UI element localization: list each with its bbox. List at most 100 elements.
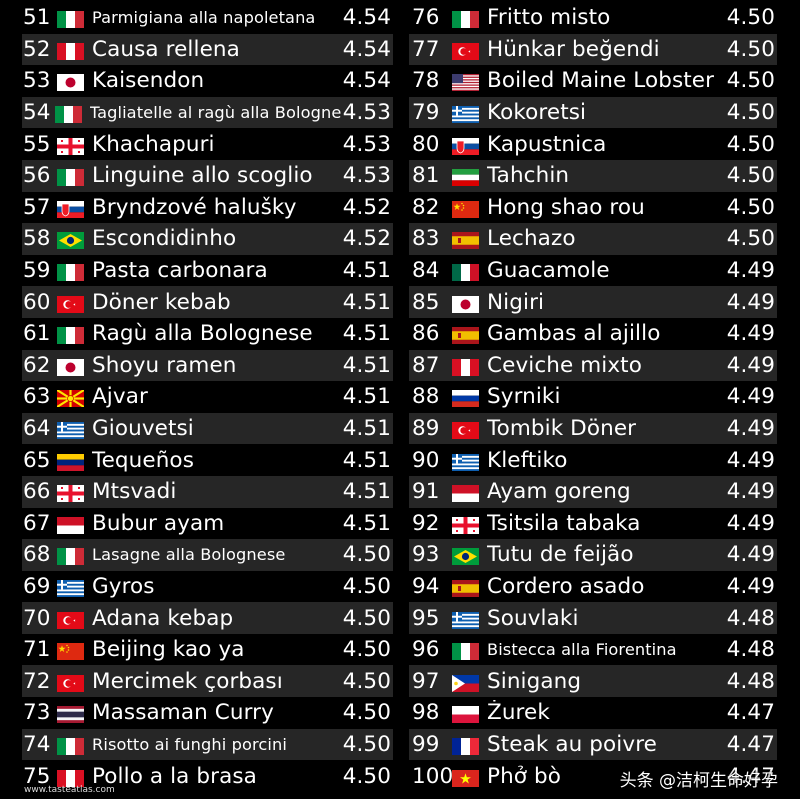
dish-name: Sinigang [487,668,582,694]
italy-flag-icon [57,262,84,282]
italy-flag-icon [57,546,84,566]
rank-number: 53 [23,68,51,94]
dish-score: 4.49 [726,447,775,473]
dish-score: 4.50 [726,100,775,126]
dish-name: Bryndzové halušky [92,194,297,220]
dish-score: 4.50 [342,763,391,789]
rank-number: 57 [23,194,51,220]
dish-name: Boiled Maine Lobster [487,68,715,94]
italy-flag-icon [452,641,479,661]
dish-name: Hünkar beğendi [487,36,660,62]
rank-number: 73 [23,700,51,726]
ranking-row: 72 Mercimek çorbası 4.50 [22,665,393,698]
rank-number: 70 [23,605,51,631]
dish-score: 4.53 [342,100,391,126]
ranking-row: 59 Pasta carbonara 4.51 [22,255,393,287]
dish-name: Żurek [487,700,550,726]
rank-number: 77 [412,36,440,62]
dish-name: Escondidinho [92,226,237,252]
dish-score: 4.48 [726,605,775,631]
rank-number: 68 [23,542,51,568]
ranking-row: 73 Massaman Curry 4.50 [22,697,393,729]
georgia-flag-icon [57,483,84,503]
dish-name: Mercimek çorbası [92,668,283,694]
dish-score: 4.50 [726,226,775,252]
dish-score: 4.50 [342,700,391,726]
rank-number: 72 [23,668,51,694]
rank-number: 62 [23,352,51,378]
ranking-row: 100 Phở bò 4.47 [409,760,777,792]
rank-number: 85 [412,289,440,315]
rank-number: 65 [23,447,51,473]
rank-number: 92 [412,510,440,536]
dish-score: 4.49 [726,258,775,284]
rank-number: 90 [412,447,440,473]
spain-flag-icon [452,578,479,597]
ranking-row: 70 Adana kebap 4.50 [22,602,393,634]
ranking-row: 58 Escondidinho 4.52 [22,223,393,255]
dish-name: Cordero asado [487,573,645,599]
rank-number: 74 [23,731,51,757]
usa-flag-icon [452,72,479,92]
rank-number: 88 [412,384,440,410]
dish-name: Gambas al ajillo [487,321,661,347]
ranking-row: 66 Mtsvadi 4.51 [22,475,393,508]
italy-flag-icon [57,9,84,29]
dish-name: Risotto ai funghi porcini [92,734,287,754]
italy-flag-icon [54,104,82,124]
rank-number: 69 [23,573,51,599]
ranking-row: 68 Lasagne alla Bolognese 4.50 [22,539,393,571]
ranking-row: 64 Giouvetsi 4.51 [22,412,393,445]
dish-name: Ajvar [92,384,148,410]
dish-score: 4.51 [342,416,391,442]
dish-score: 4.50 [726,68,775,94]
ranking-row: 65 Tequeños 4.51 [22,444,393,476]
dish-score: 4.51 [342,352,391,378]
dish-name: Lechazo [487,226,576,252]
rank-number: 96 [412,637,440,663]
slovakia-flag-icon [57,199,84,218]
dish-score: 4.49 [726,352,775,378]
ranking-row: 80 Kapustnica 4.50 [409,128,777,160]
dish-name: Phở bò [487,763,561,789]
dish-name: Ragù alla Bolognese [92,321,313,347]
ranking-row: 96 Bistecca alla Fiorentina 4.48 [409,634,777,666]
ranking-row: 53 Kaisendon 4.54 [22,65,393,97]
dish-name: Tsitsila tabaka [487,510,641,536]
dish-name: Tombik Döner [487,416,637,442]
ranking-row: 60 Döner kebab 4.51 [22,286,393,318]
ranking-row: 92 Tsitsila tabaka 4.49 [409,508,777,540]
source-credit: www.tasteatlas.com [24,785,115,795]
dish-score: 4.51 [342,289,391,315]
ranking-row: 83 Lechazo 4.50 [409,223,777,255]
rank-number: 84 [412,258,440,284]
ranking-row: 54 Tagliatelle al ragù alla Bolognese 4.53 [22,96,393,129]
rank-number: 82 [412,194,440,220]
dish-name: Pasta carbonara [92,258,268,284]
rank-number: 61 [23,321,51,347]
dish-name: Tagliatelle al ragù alla Bolognese [89,103,343,123]
dish-score: 4.50 [342,573,391,599]
ranking-row: 74 Risotto ai funghi porcini 4.50 [22,728,393,761]
dish-name: Fritto misto [487,5,611,31]
dish-score: 4.51 [342,321,391,347]
dish-name: Adana kebap [92,605,234,631]
ranking-row: 94 Cordero asado 4.49 [409,571,777,603]
dish-name: Souvlaki [487,605,579,631]
dish-score: 4.52 [342,226,391,252]
dish-score: 4.51 [342,447,391,473]
ranking-row: 81 Tahchin 4.50 [409,159,777,192]
rank-number: 79 [412,100,440,126]
dish-name: Kapustnica [487,131,607,157]
dish-score: 4.50 [726,131,775,157]
iran-flag-icon [452,167,479,187]
dish-score: 4.50 [726,194,775,220]
dish-score: 4.49 [726,479,775,505]
china-flag-icon [57,641,84,661]
dish-score: 4.49 [726,289,775,315]
dish-score: 4.53 [342,131,391,157]
rank-number: 91 [412,479,440,505]
dish-name: Linguine allo scoglio [92,163,313,189]
ranking-row: 51 Parmigiana alla napoletana 4.54 [22,2,393,34]
dish-score: 4.50 [342,542,391,568]
